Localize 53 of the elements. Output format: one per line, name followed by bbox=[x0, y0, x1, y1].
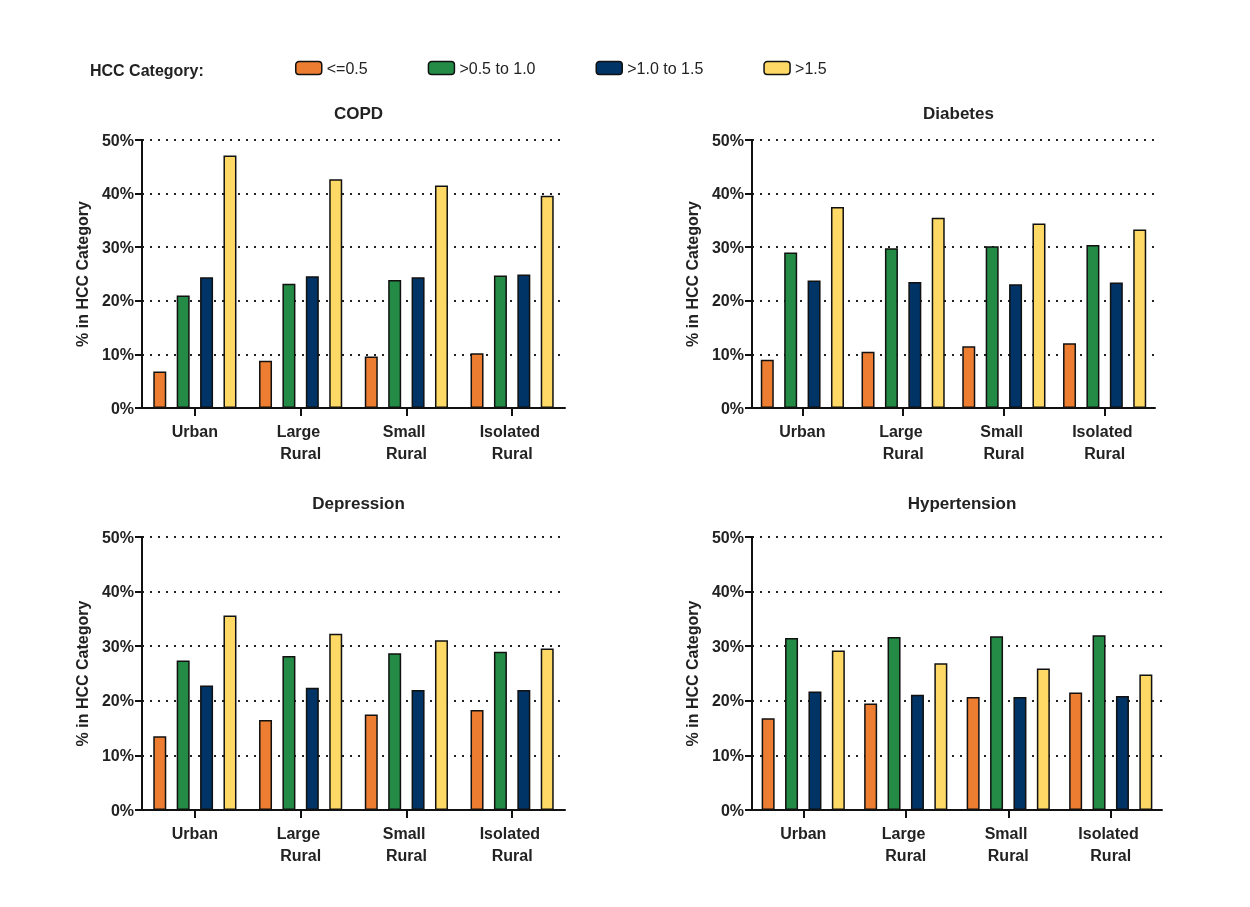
y-tick-label: 30% bbox=[101, 637, 134, 655]
y-axis-title: % in HCC Category bbox=[683, 201, 701, 347]
x-tick-label: Small Rural bbox=[382, 422, 430, 462]
y-tick-label: 40% bbox=[711, 583, 744, 601]
y-tick-label: 50% bbox=[711, 131, 744, 149]
x-tick-label: Large Rural bbox=[879, 422, 928, 462]
chart-title: Hypertension bbox=[907, 494, 1017, 513]
legend-title: HCC Category: bbox=[90, 61, 204, 79]
y-tick-label: 10% bbox=[101, 746, 134, 764]
x-tick-label: Isolated Rural bbox=[1078, 824, 1144, 864]
y-axis-title: % in HCC Category bbox=[683, 600, 701, 747]
y-tick-label: 20% bbox=[101, 692, 134, 710]
y-tick-label: 40% bbox=[101, 185, 134, 203]
x-tick-label: Small Rural bbox=[382, 824, 430, 864]
y-tick-label: 0% bbox=[110, 801, 134, 819]
chart-title: Depression bbox=[312, 494, 405, 513]
x-tick-label: Urban bbox=[779, 422, 826, 440]
y-tick-label: 10% bbox=[101, 345, 134, 363]
y-tick-label: 0% bbox=[720, 801, 744, 819]
x-tick-label: Small Rural bbox=[980, 422, 1028, 462]
y-tick-label: 30% bbox=[711, 637, 744, 655]
x-tick-label: Large Rural bbox=[881, 824, 930, 864]
legend-label: >0.5 to 1.0 bbox=[459, 59, 536, 77]
y-tick-label: 30% bbox=[711, 238, 744, 256]
y-tick-label: 50% bbox=[711, 528, 744, 546]
x-tick-label: Large Rural bbox=[276, 422, 325, 462]
y-tick-label: 40% bbox=[101, 583, 134, 601]
y-tick-label: 30% bbox=[101, 238, 134, 256]
chart-title: COPD bbox=[333, 104, 384, 123]
x-tick-label: Isolated Rural bbox=[1072, 422, 1138, 462]
legend-label: <=0.5 bbox=[326, 59, 368, 77]
x-tick-label: Urban bbox=[171, 422, 218, 440]
y-axis-title: % in HCC Category bbox=[73, 600, 91, 747]
x-tick-label: Small Rural bbox=[984, 824, 1032, 864]
y-tick-label: 20% bbox=[711, 692, 744, 710]
x-tick-label: Isolated Rural bbox=[479, 422, 545, 462]
y-tick-label: 50% bbox=[101, 131, 134, 149]
x-tick-label: Urban bbox=[171, 824, 218, 842]
y-tick-label: 50% bbox=[101, 528, 134, 546]
x-tick-label: Urban bbox=[780, 824, 827, 842]
y-tick-label: 0% bbox=[720, 399, 744, 417]
y-tick-label: 0% bbox=[110, 399, 134, 417]
y-tick-label: 40% bbox=[711, 185, 744, 203]
y-tick-label: 20% bbox=[711, 292, 744, 310]
legend-label: >1.0 to 1.5 bbox=[627, 59, 704, 77]
y-axis-title: % in HCC Category bbox=[73, 201, 91, 347]
x-tick-label: Isolated Rural bbox=[479, 824, 545, 864]
legend-label: >1.5 bbox=[795, 59, 827, 77]
chart-title: Diabetes bbox=[923, 104, 994, 123]
y-tick-label: 10% bbox=[711, 746, 744, 764]
y-tick-label: 20% bbox=[101, 292, 134, 310]
x-tick-label: Large Rural bbox=[276, 824, 325, 864]
y-tick-label: 10% bbox=[711, 345, 744, 363]
